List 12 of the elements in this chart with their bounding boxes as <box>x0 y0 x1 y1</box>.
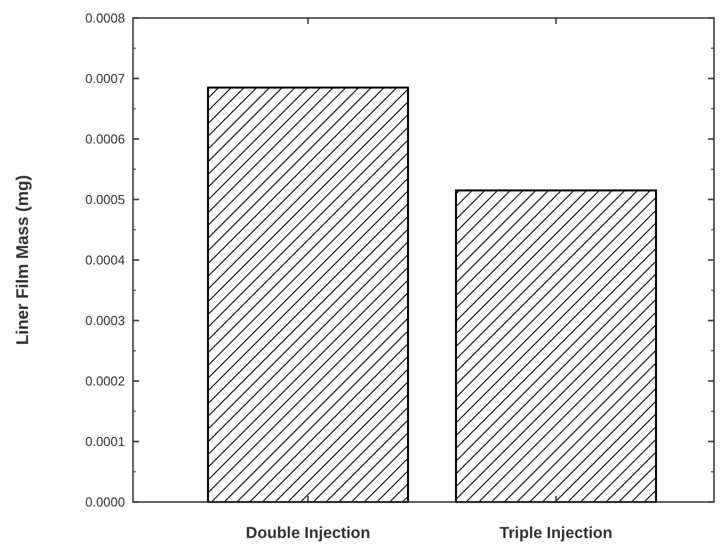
y-tick-label: 0.0006 <box>85 132 125 147</box>
y-tick-label: 0.0004 <box>85 252 125 268</box>
y-tick-label: 0.0000 <box>85 494 125 510</box>
y-tick-label: 0.0008 <box>85 10 125 26</box>
y-tick-label: 0.0005 <box>85 192 125 208</box>
y-axis-title: Liner Film Mass (mg) <box>13 174 32 346</box>
y-tick-label: 0.0003 <box>85 313 125 328</box>
x-tick-label: Triple Injection <box>500 525 612 542</box>
y-tick-label: 0.0002 <box>85 374 125 389</box>
y-tick-label: 0.0001 <box>85 434 125 450</box>
x-tick-label: Double Injection <box>246 525 370 542</box>
y-tick-label: 0.0007 <box>85 71 125 86</box>
